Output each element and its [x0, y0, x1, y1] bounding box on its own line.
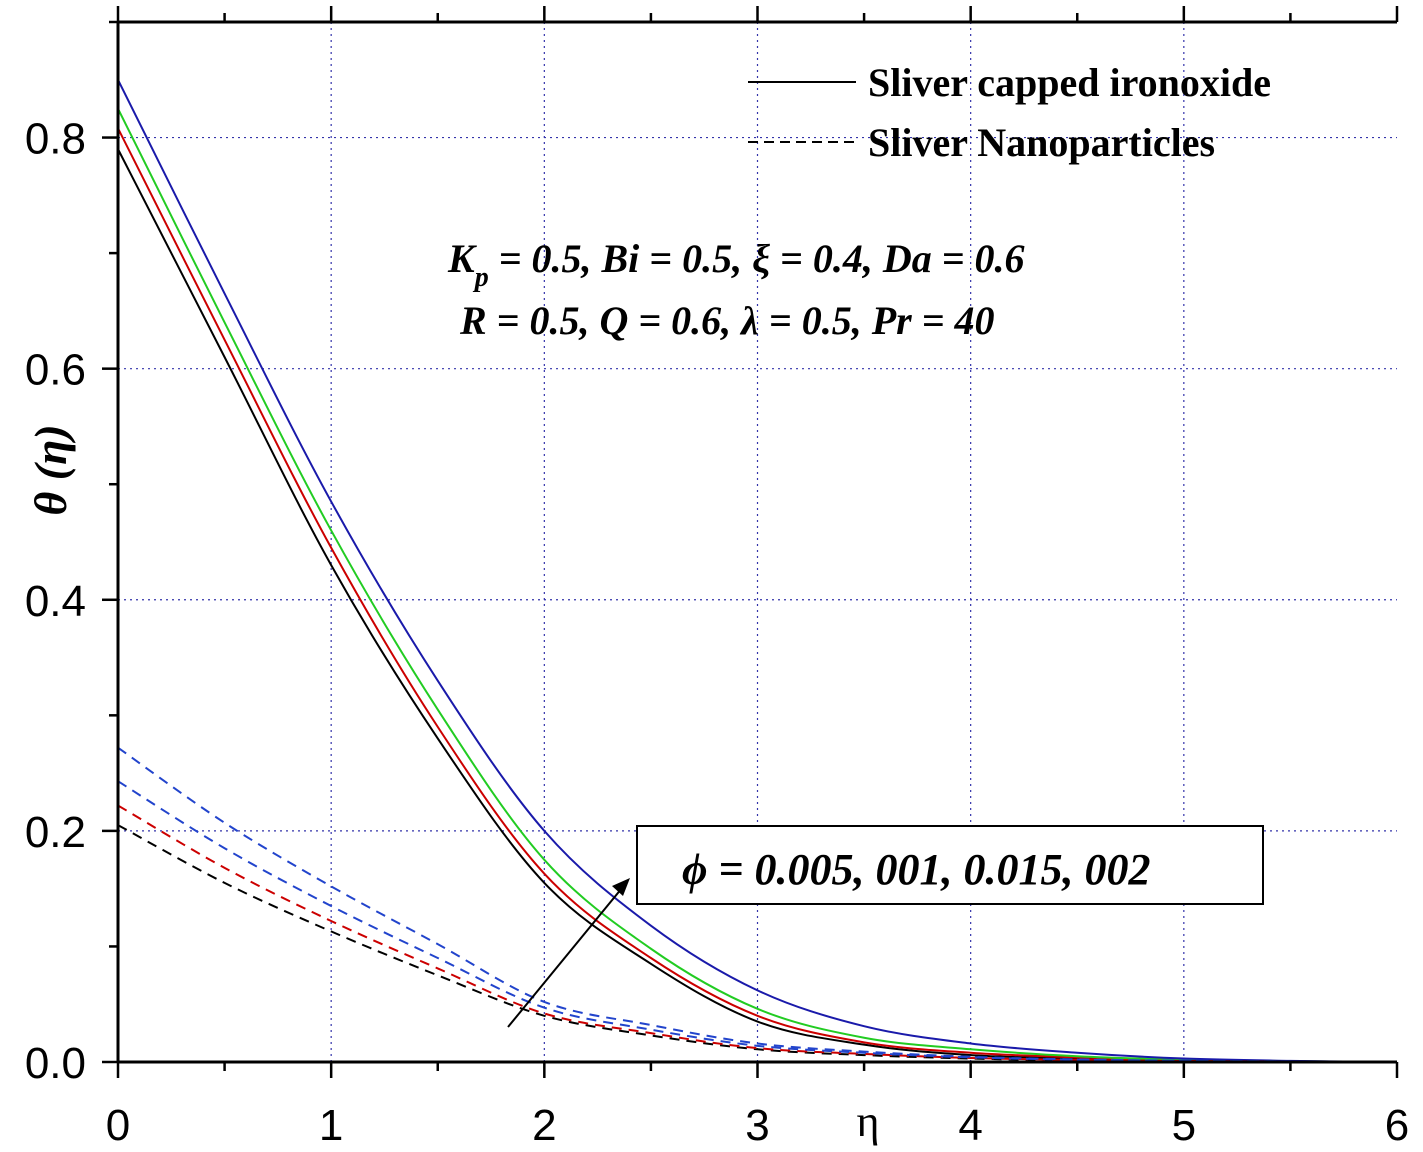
param-line1-rest: = 0.5, Bi = 0.5, ξ = 0.4, Da = 0.6 [489, 236, 1025, 281]
legend: Sliver capped ironoxide Sliver Nanoparti… [748, 60, 1271, 165]
y-tick-label-0.8: 0.8 [25, 115, 86, 164]
trend-arrow-line [507, 887, 623, 1028]
phi-annotation-box [636, 825, 1264, 905]
x-tick-label-1: 1 [319, 1101, 343, 1150]
y-tick-label-0.2: 0.2 [25, 808, 86, 857]
y-tick-label-0.4: 0.4 [25, 577, 86, 626]
tick-marks: 0 1 2 3 4 5 6 0.0 0.2 0.4 0.6 0.8 [25, 6, 1409, 1150]
x-tick-label-5: 5 [1172, 1101, 1196, 1150]
series-line-ironoxide-3 [117, 108, 1398, 1063]
grid-lines [118, 22, 1397, 1062]
parameter-annotation: Kp = 0.5, Bi = 0.5, ξ = 0.4, Da = 0.6 R … [447, 236, 1025, 343]
trend-arrow-head [612, 878, 630, 896]
phi-annotation: ϕ = 0.005, 001, 0.015, 002 [507, 825, 1264, 1028]
y-tick-label-0.6: 0.6 [25, 346, 86, 395]
legend-label-ironoxide: Sliver capped ironoxide [868, 60, 1271, 105]
y-axis-label: θ (η) [25, 424, 76, 515]
series-line-ironoxide-4 [117, 79, 1398, 1063]
legend-label-nanoparticles: Sliver Nanoparticles [868, 120, 1215, 165]
x-tick-label-0: 0 [106, 1101, 130, 1150]
x-tick-label-2: 2 [532, 1101, 556, 1150]
param-k-symbol: K [447, 236, 477, 281]
x-tick-label-6: 6 [1385, 1101, 1409, 1150]
param-k-subscript: p [473, 262, 489, 293]
x-tick-label-3: 3 [745, 1101, 769, 1150]
parameter-line-1: Kp = 0.5, Bi = 0.5, ξ = 0.4, Da = 0.6 [447, 236, 1025, 293]
x-tick-label-4: 4 [958, 1101, 982, 1150]
parameter-line-2: R = 0.5, Q = 0.6, λ = 0.5, Pr = 40 [459, 298, 995, 343]
series-line-nanoparticles-2 [117, 804, 1398, 1063]
x-axis-label: η [856, 1097, 879, 1146]
phi-annotation-text: ϕ = 0.005, 001, 0.015, 002 [682, 845, 1151, 894]
y-tick-label-0.0: 0.0 [25, 1039, 86, 1088]
